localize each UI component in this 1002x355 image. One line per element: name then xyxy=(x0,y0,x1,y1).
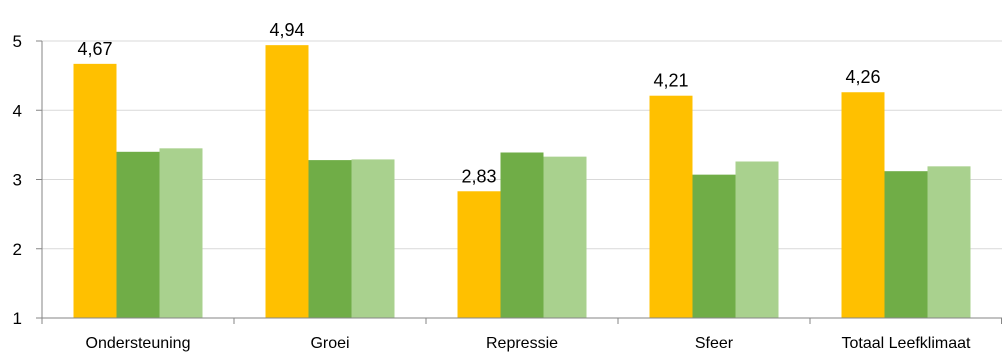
data-labels: 4,67 4,94 2,83 4,21 4,26 xyxy=(77,20,880,186)
bar xyxy=(543,156,587,318)
y-tick-label: 3 xyxy=(13,171,22,190)
bar xyxy=(735,161,779,318)
bar xyxy=(116,151,160,318)
data-label: 2,83 xyxy=(461,166,496,186)
bar xyxy=(308,160,352,318)
y-tick-label: 2 xyxy=(13,240,22,259)
axes xyxy=(36,40,1002,324)
bars xyxy=(73,45,971,319)
data-label: 4,94 xyxy=(269,20,304,40)
bar xyxy=(841,92,885,319)
bar xyxy=(159,148,203,318)
y-tick-labels: 1 2 3 4 5 xyxy=(13,32,22,328)
bar xyxy=(692,174,736,318)
data-label: 4,67 xyxy=(77,39,112,59)
category-label: Repressie xyxy=(486,335,558,352)
bar xyxy=(927,166,971,318)
data-label: 4,26 xyxy=(845,67,880,87)
bar xyxy=(457,191,501,318)
category-label: Totaal Leefklimaat xyxy=(842,335,972,352)
bar xyxy=(884,171,928,318)
bar xyxy=(265,45,309,318)
category-label: Ondersteuning xyxy=(86,335,191,352)
y-tick-label: 5 xyxy=(13,32,22,51)
category-label: Groei xyxy=(310,335,349,352)
y-tick-label: 1 xyxy=(13,309,22,328)
bar xyxy=(73,63,117,318)
category-label: Sfeer xyxy=(695,335,734,352)
category-labels: Ondersteuning Groei Repressie Sfeer Totaal L… xyxy=(86,335,972,352)
y-tick-label: 4 xyxy=(13,101,22,120)
data-label: 4,21 xyxy=(653,71,688,91)
bar xyxy=(649,95,693,319)
bar xyxy=(351,159,395,318)
bar xyxy=(500,152,544,318)
